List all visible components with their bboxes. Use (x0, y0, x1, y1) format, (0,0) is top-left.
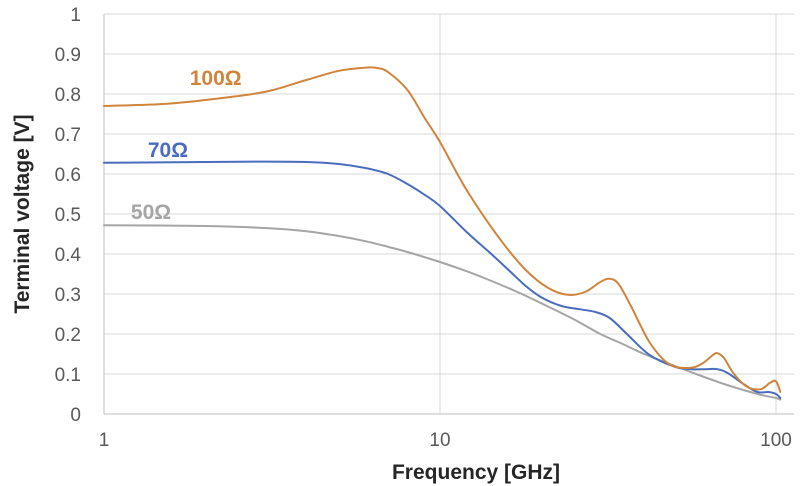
y-tick-label: 0.6 (55, 165, 81, 186)
x-tick-label: 100 (760, 430, 792, 451)
y-tick-label: 0.4 (55, 245, 82, 266)
y-tick-label: 0.9 (55, 45, 81, 66)
x-tick-labels: 1 10 100 (99, 430, 792, 451)
y-axis-title: Terminal voltage [V] (11, 114, 34, 313)
x-tick-label: 1 (99, 430, 110, 451)
y-tick-labels: 0 0.1 0.2 0.3 0.4 0.5 0.6 0.7 0.8 0.9 1 (55, 5, 82, 426)
series-label-100ohm: 100Ω (190, 67, 242, 90)
y-tick-label: 0.1 (55, 365, 81, 386)
series-line-70ohm (103, 160, 782, 399)
y-tick-label: 0.2 (55, 325, 81, 346)
series-labels: 100Ω 70Ω 50Ω (131, 67, 242, 224)
x-axis-title: Frequency [GHz] (392, 461, 560, 484)
series-label-50ohm: 50Ω (131, 201, 171, 224)
series-line-50ohm (103, 224, 782, 401)
y-tick-label: 1 (70, 5, 81, 26)
y-tick-label: 0 (70, 405, 81, 426)
series-label-70ohm: 70Ω (148, 139, 188, 162)
x-tick-label: 10 (429, 430, 450, 451)
y-tick-label: 0.7 (55, 125, 81, 146)
series-lines (103, 66, 782, 401)
y-tick-label: 0.8 (55, 85, 81, 106)
series-line-100ohm (103, 66, 782, 393)
y-tick-label: 0.3 (55, 285, 81, 306)
y-tick-label: 0.5 (55, 205, 81, 226)
